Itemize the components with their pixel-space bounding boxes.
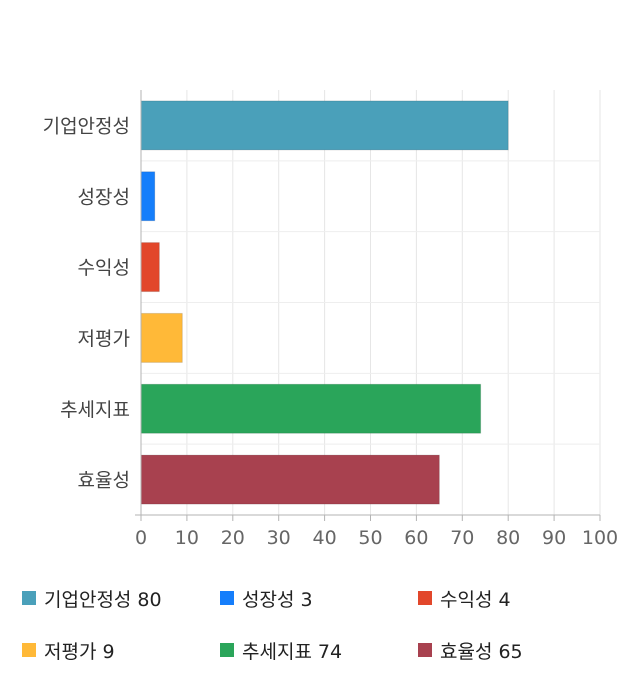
legend-label: 저평가 (44, 640, 97, 663)
category-label: 추세지표 (60, 399, 130, 421)
legend-value: 74 (317, 640, 343, 663)
x-tick-label: 30 (267, 527, 291, 549)
category-label: 효율성 (78, 470, 130, 492)
x-tick-label: 50 (358, 527, 382, 549)
legend-item: 성장성 3 (220, 586, 313, 611)
legend-swatch (418, 591, 432, 605)
legend-swatch (220, 591, 234, 605)
x-tick-label: 60 (404, 527, 428, 549)
legend-value: 80 (137, 588, 162, 611)
bar (140, 171, 156, 222)
bar (140, 312, 183, 363)
axes (135, 90, 601, 521)
legend-value: 3 (300, 588, 313, 611)
legend-item: 수익성 4 (418, 586, 511, 611)
legend-label: 추세지표 (242, 640, 312, 663)
legend-label: 효율성 (440, 640, 493, 663)
x-tick-label: 90 (542, 527, 566, 549)
bar (140, 100, 509, 151)
x-tick-label: 40 (313, 527, 337, 549)
x-tick-label: 80 (496, 527, 520, 549)
legend-item: 효율성 65 (418, 638, 523, 663)
legend-swatch (22, 591, 36, 605)
bar (140, 454, 440, 505)
x-tick-label: 0 (135, 527, 147, 549)
legend-label: 수익성 (440, 588, 493, 611)
legend-value: 9 (102, 640, 115, 663)
x-tick-labels: 0 10 20 30 40 50 60 70 80 90 100 (135, 527, 618, 549)
grid-lines (140, 90, 601, 515)
legend-value: 65 (498, 640, 523, 663)
category-label: 저평가 (78, 328, 130, 350)
legend: 기업안정성 80 성장성 3 수익성 4 저평가 9 추세지표 74 효율성 65 (0, 576, 640, 686)
legend-swatch (22, 643, 36, 657)
bars (140, 100, 509, 505)
x-tick-label: 10 (175, 527, 199, 549)
legend-label: 기업안정성 (44, 588, 132, 611)
x-tick-label: 20 (221, 527, 245, 549)
legend-item: 저평가 9 (22, 638, 115, 663)
category-label: 성장성 (78, 186, 130, 208)
x-tick-label: 100 (582, 527, 618, 549)
legend-label: 성장성 (242, 588, 295, 611)
legend-swatch (220, 643, 234, 657)
legend-item: 기업안정성 80 (22, 586, 162, 611)
legend-item: 추세지표 74 (220, 638, 343, 663)
legend-swatch (418, 643, 432, 657)
bar (140, 383, 482, 434)
bar (140, 242, 160, 293)
category-label: 수익성 (78, 257, 130, 279)
legend-value: 4 (498, 588, 511, 611)
category-label: 기업안정성 (43, 115, 130, 137)
x-tick-label: 70 (450, 527, 474, 549)
